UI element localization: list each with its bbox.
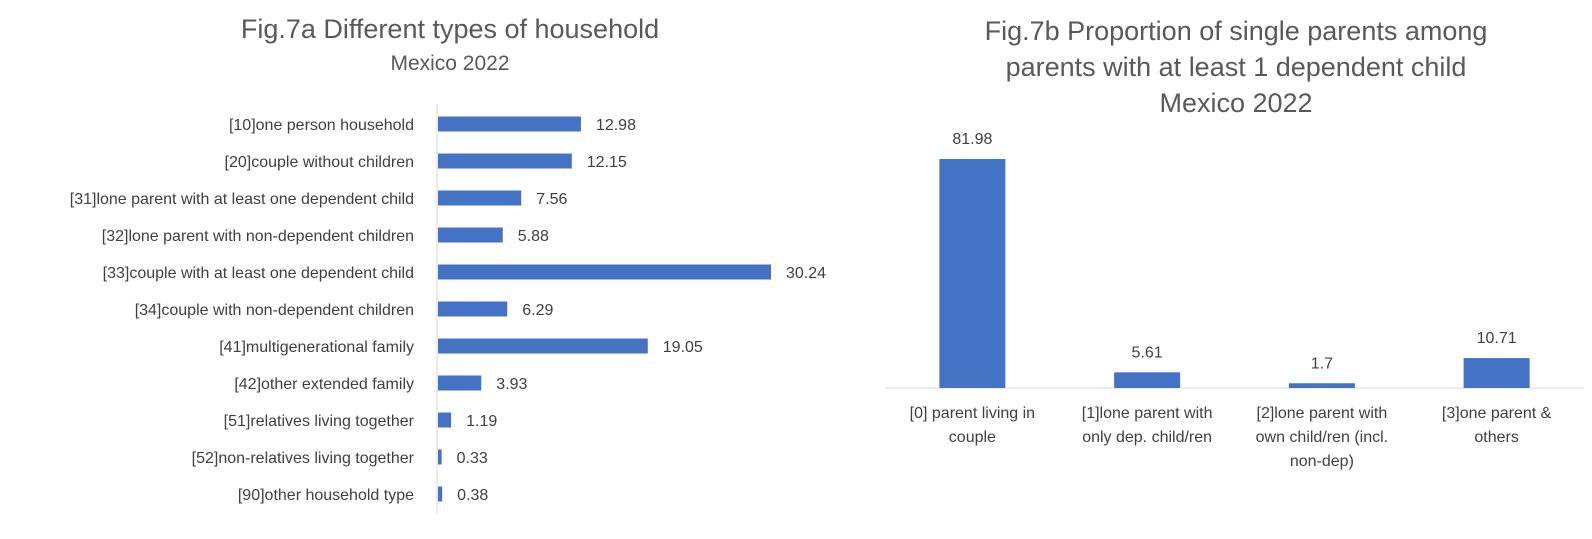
category-label: [51]relatives living together <box>224 413 415 430</box>
chart-household-types: Fig.7a Different types of household Mexi… <box>70 14 826 514</box>
data-label: 0.38 <box>457 487 488 504</box>
chart-single-parents: Fig.7b Proportion of single parents amon… <box>880 0 1592 539</box>
chart-a-subtitle: Mexico 2022 <box>390 52 510 75</box>
data-label: 30.24 <box>786 265 826 282</box>
category-label: [90]other household type <box>238 487 414 504</box>
category-label: [52]non-relatives living together <box>192 450 415 467</box>
category-label: own child/ren (incl. <box>1256 429 1389 446</box>
chart-b-title-line-1: Fig.7b Proportion of single parents amon… <box>984 16 1488 46</box>
data-label: 12.15 <box>587 154 627 171</box>
chart-b-title-line-2: parents with at least 1 dependent child <box>1005 52 1467 82</box>
bar <box>438 486 443 502</box>
category-label: [3]one parent & <box>1442 405 1552 422</box>
category-label: only dep. child/ren <box>1082 429 1212 446</box>
data-label: 81.98 <box>952 131 992 148</box>
chart-b-plot: 81.98 [0] parent living in couple 5.61 [1]lo… <box>885 131 1584 470</box>
category-label: non-dep) <box>1290 453 1354 470</box>
bar <box>438 412 452 428</box>
category-label: [20]couple without children <box>225 154 414 171</box>
data-label: 6.29 <box>522 302 553 319</box>
bar <box>438 301 508 317</box>
data-label: 19.05 <box>663 339 703 356</box>
category-label: [42]other extended family <box>234 376 414 393</box>
bar <box>438 190 522 206</box>
data-label: 12.98 <box>596 117 636 134</box>
category-label: [1]lone parent with <box>1082 405 1213 422</box>
bar <box>939 159 1006 388</box>
data-label: 0.33 <box>457 450 488 467</box>
bar <box>438 375 482 391</box>
bar <box>1114 372 1181 388</box>
bar <box>438 264 771 280</box>
category-label: couple <box>949 429 996 446</box>
bar <box>438 449 442 465</box>
data-label: 5.88 <box>518 228 549 245</box>
chart-a-plot: [10]one person household 12.98 [20]couple … <box>70 104 826 514</box>
category-label: [0] parent living in <box>910 405 1035 422</box>
chart-a-title: Fig.7a Different types of household <box>240 14 660 44</box>
category-label: [41]multigenerational family <box>219 339 414 356</box>
category-label: [2]lone parent with <box>1257 405 1388 422</box>
data-label: 7.56 <box>536 191 567 208</box>
bar <box>438 153 572 169</box>
bar <box>1463 358 1530 388</box>
category-label: [10]one person household <box>229 117 414 134</box>
bar <box>1288 383 1355 388</box>
data-label: 5.61 <box>1132 344 1163 361</box>
category-label: [34]couple with non-dependent children <box>135 302 414 319</box>
data-label: 3.93 <box>496 376 527 393</box>
bar <box>438 116 581 132</box>
data-label: 1.7 <box>1311 355 1333 372</box>
chart-b-title-line-3: Mexico 2022 <box>1159 88 1313 118</box>
data-label: 10.71 <box>1477 330 1517 347</box>
data-label: 1.19 <box>466 413 497 430</box>
category-label: [31]lone parent with at least one depend… <box>70 191 414 208</box>
bar <box>438 338 648 354</box>
category-label: [33]couple with at least one dependent c… <box>103 265 414 282</box>
bar <box>438 227 503 243</box>
category-label: [32]lone parent with non-dependent child… <box>102 228 414 245</box>
category-label: others <box>1474 429 1518 446</box>
